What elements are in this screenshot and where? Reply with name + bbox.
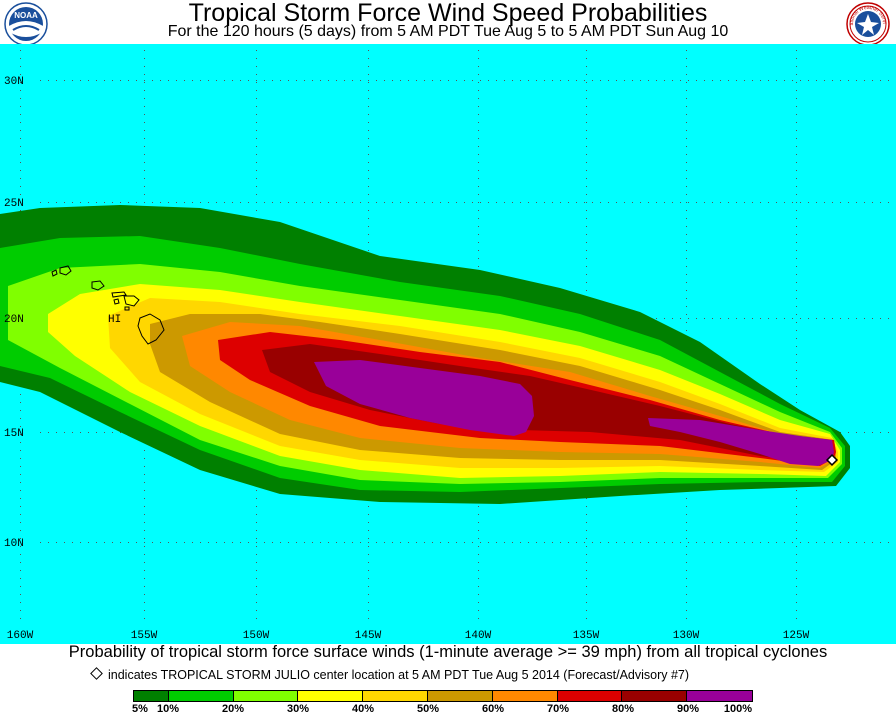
color-legend (133, 690, 753, 702)
lon-label-140w: 140W (465, 630, 492, 642)
legend-label: 60% (481, 703, 505, 715)
page-subtitle: For the 120 hours (5 days) from 5 AM PDT… (167, 23, 729, 40)
probability-map: 30N 25N 20N 15N 10N 160W 155W 150W 145W … (0, 44, 896, 644)
lat-label-10n: 10N (4, 538, 24, 550)
legend-label: 30% (286, 703, 310, 715)
island-molokai (111, 291, 127, 298)
legend-label: 5% (132, 703, 148, 715)
legend-swatch (363, 691, 429, 701)
svg-text:NOAA: NOAA (14, 11, 38, 20)
legend-label: 80% (611, 703, 635, 715)
island-maui (123, 295, 140, 307)
legend-label: 50% (416, 703, 440, 715)
map-caption: Probability of tropical storm force surf… (68, 643, 828, 661)
diamond-icon (90, 667, 103, 680)
contour-90pct (314, 360, 534, 436)
header: NOAA Tropical Storm Force Wind Speed Pro… (0, 0, 896, 46)
legend-swatch (168, 691, 234, 701)
legend-swatch (428, 691, 493, 701)
island-niihau (51, 269, 58, 277)
legend-swatch (622, 691, 688, 701)
nws-logo: National Weather Service (846, 2, 890, 46)
legend-swatch (233, 691, 299, 701)
lon-label-130w: 130W (673, 630, 700, 642)
legend-swatch (687, 691, 753, 701)
latitude-labels: 30N 25N 20N 15N 10N (4, 76, 24, 550)
page-title: Tropical Storm Force Wind Speed Probabil… (188, 0, 708, 27)
legend-swatch (557, 691, 623, 701)
island-oahu (91, 280, 105, 291)
island-hawaii (137, 313, 165, 345)
legend-swatch (298, 691, 364, 701)
probability-contours (0, 205, 850, 504)
storm-marker (825, 453, 839, 467)
legend-label: 100% (723, 703, 753, 715)
legend-swatch (134, 691, 169, 701)
lon-label-125w: 125W (783, 630, 810, 642)
legend-label: 70% (546, 703, 570, 715)
map-canvas: 30N 25N 20N 15N 10N 160W 155W 150W 145W … (0, 44, 896, 644)
noaa-logo: NOAA (4, 2, 48, 46)
storm-note: indicates TROPICAL STORM JULIO center lo… (90, 667, 690, 683)
legend-swatch (492, 691, 558, 701)
lat-label-20n: 20N (4, 314, 24, 326)
contour-90pct-east (648, 418, 834, 466)
island-kahoolawe (124, 306, 130, 311)
hawaiian-islands (51, 265, 165, 345)
island-lanai (113, 298, 120, 305)
lat-label-15n: 15N (4, 428, 24, 440)
lon-label-155w: 155W (131, 630, 158, 642)
island-kauai (59, 265, 72, 276)
place-label-hi: HI (108, 314, 121, 326)
legend-label: 40% (351, 703, 375, 715)
storm-note-text: indicates TROPICAL STORM JULIO center lo… (108, 668, 690, 682)
legend-label: 20% (221, 703, 245, 715)
legend-label: 90% (676, 703, 700, 715)
lat-label-25n: 25N (4, 198, 24, 210)
lon-label-135w: 135W (573, 630, 600, 642)
longitude-labels: 160W 155W 150W 145W 140W 135W 130W 125W (7, 630, 810, 642)
lon-label-150w: 150W (243, 630, 270, 642)
lon-label-160w: 160W (7, 630, 34, 642)
lon-label-145w: 145W (355, 630, 382, 642)
legend-label: 10% (156, 703, 180, 715)
lat-label-30n: 30N (4, 76, 24, 88)
